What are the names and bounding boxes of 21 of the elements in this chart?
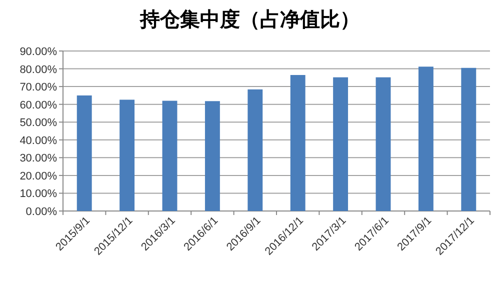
- bar: [120, 100, 135, 211]
- y-tick-label: 30.00%: [20, 152, 58, 165]
- bar: [76, 95, 92, 211]
- y-tick-label: 80.00%: [20, 64, 58, 76]
- y-tick-label: 20.00%: [20, 170, 58, 182]
- y-tick-label: 50.00%: [20, 117, 58, 130]
- y-tick-label: 60.00%: [20, 99, 58, 112]
- y-tick-label: 70.00%: [20, 82, 58, 94]
- bar: [248, 89, 263, 211]
- bar: [376, 77, 391, 211]
- y-tick-label: 40.00%: [20, 134, 58, 147]
- bar: [290, 75, 306, 211]
- bar: [204, 101, 220, 211]
- y-tick-label: 10.00%: [20, 188, 58, 200]
- chart-title: 持仓集中度（占净值比）: [139, 8, 360, 31]
- bar: [418, 66, 434, 211]
- y-tick-label: 0.00%: [26, 206, 58, 218]
- bar: [162, 100, 178, 211]
- y-tick-label: 90.00%: [20, 46, 58, 58]
- bar: [461, 68, 476, 211]
- bar: [333, 77, 348, 211]
